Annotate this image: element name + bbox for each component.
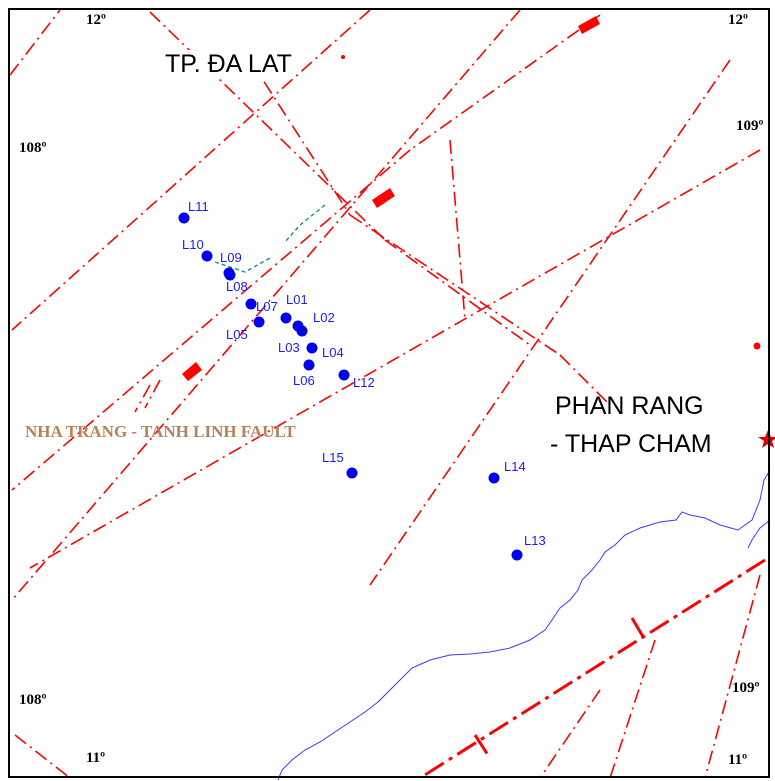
station-label: L09 — [220, 250, 242, 265]
station-label: L11 — [188, 199, 209, 214]
station-marker — [338, 369, 350, 381]
station-marker — [303, 359, 315, 371]
fault-marker — [578, 16, 600, 34]
station-marker — [511, 549, 523, 561]
lat-label-top-right: 12º — [728, 12, 748, 28]
fault-line — [14, 734, 71, 779]
station-marker — [245, 298, 257, 310]
fault-line — [539, 689, 601, 779]
fault-line — [349, 214, 561, 356]
stations — [178, 212, 523, 561]
coastline — [747, 519, 771, 549]
lon-label-left-lower: 108º — [19, 692, 47, 708]
phan-rang-star-icon — [758, 430, 775, 448]
fault-line — [9, 9, 61, 76]
station-marker — [253, 316, 265, 328]
fault-line — [284, 204, 326, 243]
station-label: L04 — [322, 345, 344, 360]
station-label: L13 — [524, 533, 546, 548]
fault-line — [609, 639, 656, 779]
fault-line — [134, 384, 151, 413]
station-label: L07 — [256, 299, 278, 314]
station-label: L06 — [293, 373, 315, 388]
city-label-phan-rang: PHAN RANG — [555, 392, 704, 420]
city-label-thap-cham: - THAP CHAM — [550, 430, 712, 458]
fault-line — [149, 11, 386, 241]
station-marker — [292, 320, 304, 332]
station-label: L12 — [353, 375, 375, 390]
fault-lines — [9, 9, 761, 779]
fault-marker — [182, 362, 202, 381]
fault-line — [419, 558, 766, 780]
fault-line — [249, 59, 351, 216]
station-label: L10 — [182, 237, 204, 252]
station-label: L15 — [322, 450, 344, 465]
station-label: L01 — [286, 292, 308, 307]
lon-label-right-upper: 109º — [736, 118, 764, 134]
fault-line — [214, 257, 271, 273]
dalat-marker — [341, 55, 345, 59]
lon-label-left-upper: 108º — [19, 140, 47, 156]
fault-markers — [182, 16, 600, 381]
fault-line — [473, 734, 490, 756]
station-label: L08 — [226, 279, 248, 294]
station-label: L03 — [278, 340, 300, 355]
fault-line — [369, 59, 731, 586]
fault-line — [384, 239, 531, 346]
fault-line — [11, 9, 371, 331]
station-marker — [488, 472, 500, 484]
station-marker — [280, 312, 292, 324]
major-fault — [419, 558, 766, 780]
lat-label-bottom-right: 11º — [728, 752, 748, 768]
minor-fault — [214, 204, 326, 273]
lat-label-top-left: 12º — [86, 12, 106, 28]
station-marker — [178, 212, 190, 224]
coastline — [277, 469, 771, 781]
fault-marker — [372, 188, 395, 208]
fault-line — [704, 574, 761, 779]
fault-name-label: NHA TRANG - TANH LINH FAULT — [25, 422, 296, 441]
city-label-dalat: TP. ĐA LAT — [165, 50, 292, 79]
fault-line — [29, 149, 761, 569]
coastal-marker — [753, 342, 761, 350]
fault-line — [559, 354, 611, 406]
station-marker — [346, 467, 358, 479]
station-marker — [306, 342, 318, 354]
station-marker — [201, 250, 213, 262]
fault-line — [409, 14, 601, 151]
station-label: L14 — [504, 459, 526, 474]
fault-line — [630, 617, 647, 641]
fault-line — [144, 379, 161, 409]
lon-label-right-lower: 109º — [732, 680, 760, 696]
station-label: L02 — [313, 310, 335, 325]
fault-line — [11, 149, 411, 491]
lat-label-bottom-left: 11º — [86, 750, 106, 766]
station-marker — [224, 269, 236, 281]
fault-line — [449, 139, 466, 321]
station-label: L05 — [226, 327, 248, 342]
